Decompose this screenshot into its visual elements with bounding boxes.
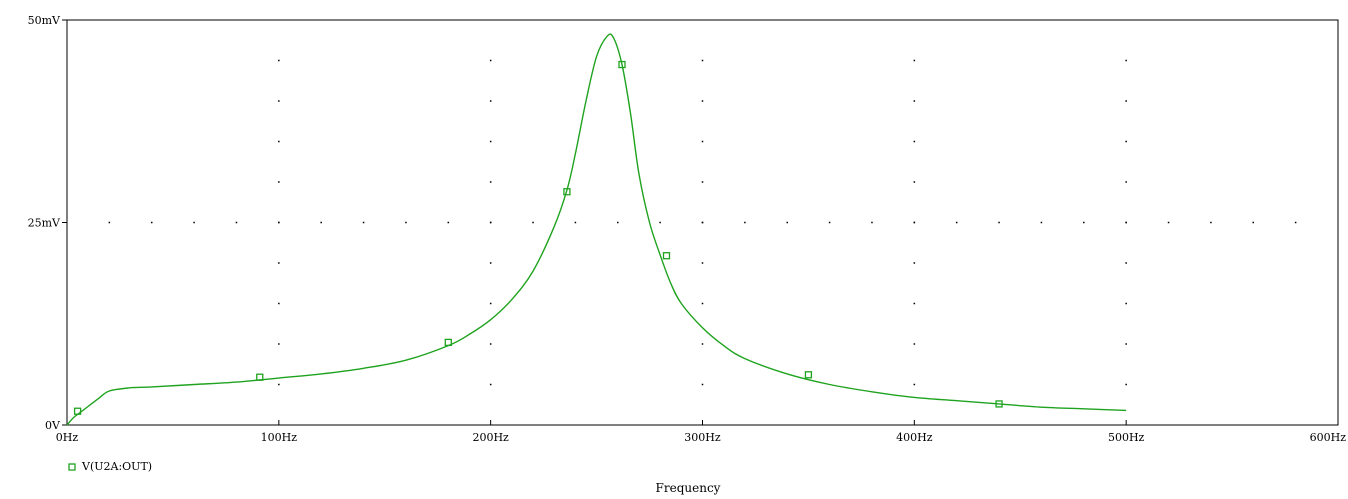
grid-dot: [913, 181, 916, 183]
grid-dot: [955, 221, 958, 224]
grid-dot: [913, 343, 916, 345]
grid-dot: [489, 302, 492, 305]
series-marker: [618, 60, 626, 69]
grid-dot: [108, 221, 111, 224]
grid-dot: [489, 262, 492, 264]
grid-dot: [701, 221, 704, 224]
grid-dot: [1210, 221, 1212, 224]
grid-dot: [235, 221, 238, 224]
grid-dot: [1125, 302, 1127, 305]
grid-dot: [701, 262, 704, 264]
x-tick-label: 200Hz: [472, 431, 509, 444]
grid-dot: [871, 221, 873, 224]
x-tick-label: 400Hz: [896, 431, 933, 444]
grid-dot: [1294, 221, 1297, 224]
grid-dot: [278, 181, 280, 183]
grid-dot: [786, 221, 788, 224]
series-marker: [804, 371, 813, 379]
series-marker: [995, 400, 1003, 408]
x-axis-tick-labels: 0Hz 100Hz 200Hz 300Hz 400Hz 500Hz 600Hz: [56, 420, 1346, 444]
grid-dot: [1125, 262, 1127, 264]
grid-dot: [659, 221, 661, 224]
grid-dot: [320, 221, 322, 224]
grid-dot: [278, 59, 280, 62]
series-markers: [73, 60, 1003, 415]
grid-dot: [1252, 221, 1255, 224]
grid-dot: [701, 343, 704, 345]
grid-dot: [998, 221, 1000, 224]
legend: V(U2A:OUT): [68, 460, 152, 473]
grid-dot: [1125, 221, 1127, 224]
grid-dot: [489, 383, 492, 386]
y-tick-label: 50mV: [28, 14, 61, 27]
grid-dot: [278, 262, 280, 264]
grid-dot: [362, 221, 365, 224]
grid-dot: [913, 383, 916, 386]
grid-dot: [278, 221, 280, 224]
grid-dot: [701, 140, 704, 143]
grid-dot: [489, 100, 492, 102]
grid-dot: [913, 221, 916, 224]
grid-dot: [1125, 100, 1127, 102]
grid-dot: [574, 221, 577, 224]
grid-dot: [447, 221, 450, 224]
x-tick-label: 0Hz: [56, 431, 79, 444]
grid-dot: [913, 302, 916, 305]
grid-dot: [150, 221, 153, 224]
grid-dot: [489, 221, 492, 224]
grid-dot: [701, 302, 704, 305]
grid-dot: [532, 221, 534, 224]
grid-dot: [1125, 383, 1127, 386]
grid-dot: [1125, 181, 1127, 183]
series-marker: [256, 373, 264, 381]
grid-dot: [701, 59, 704, 62]
grid-dot: [701, 383, 704, 386]
grid-dot: [278, 383, 280, 386]
grid-dot: [278, 343, 280, 345]
grid-dots: [108, 59, 1297, 386]
grid-dot: [489, 140, 492, 143]
x-tick-label: 600Hz: [1310, 431, 1347, 444]
grid-dot: [828, 221, 831, 224]
x-axis-title: Frequency: [656, 481, 721, 495]
grid-dot: [193, 221, 195, 224]
grid-dot: [913, 100, 916, 102]
x-tick-label: 100Hz: [261, 431, 298, 444]
grid-dot: [1167, 221, 1170, 224]
x-tick-label: 500Hz: [1108, 431, 1145, 444]
grid-dot: [278, 302, 280, 305]
series-line-v-u2a-out: [66, 33, 1127, 426]
grid-dot: [1083, 221, 1085, 224]
series-marker: [444, 338, 452, 347]
grid-dot: [913, 140, 916, 143]
grid-dot: [913, 59, 916, 62]
grid-dot: [1125, 140, 1127, 143]
legend-marker-icon: [68, 463, 76, 471]
grid-dot: [1125, 343, 1127, 345]
grid-dot: [744, 221, 746, 224]
grid-dot: [489, 343, 492, 345]
x-tick-label: 300Hz: [684, 431, 721, 444]
series-marker: [563, 188, 571, 196]
grid-dot: [617, 221, 619, 224]
grid-dot: [913, 262, 916, 264]
grid-dot: [405, 221, 407, 224]
grid-dot: [701, 100, 704, 102]
y-tick-label: 25mV: [28, 217, 61, 230]
grid-dot: [278, 100, 280, 102]
grid-dot: [489, 59, 492, 62]
grid-dot: [701, 181, 704, 183]
y-tick-label: 0V: [45, 419, 61, 432]
grid-dot: [1040, 221, 1043, 224]
grid-dot: [1125, 59, 1127, 62]
grid-dot: [278, 140, 280, 143]
legend-label: V(U2A:OUT): [81, 460, 152, 473]
series-marker: [662, 252, 671, 260]
series-marker: [73, 407, 82, 415]
y-axis-tick-labels: 0V 25mV 50mV: [28, 14, 67, 432]
grid-dot: [489, 181, 492, 183]
